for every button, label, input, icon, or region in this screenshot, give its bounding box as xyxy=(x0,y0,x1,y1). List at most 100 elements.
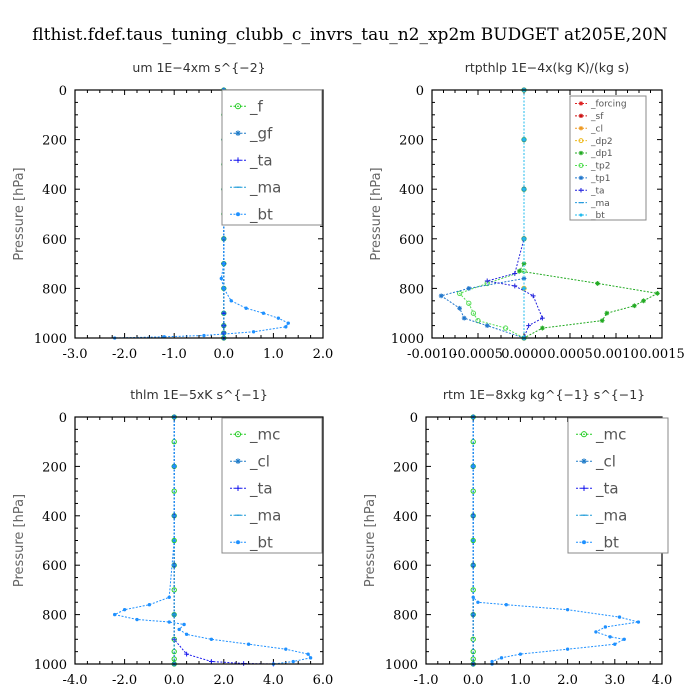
data-point xyxy=(484,323,490,328)
panel-title: um 1E−4xm s^{−2} xyxy=(132,60,265,75)
axis-ticks: -3.0 -2.0 -1.0 0.0 1.0 2.0 0 200 400 600 800 1000 xyxy=(34,84,333,362)
data-point xyxy=(540,315,545,321)
x-tick-label: 1.0 xyxy=(263,347,284,362)
legend-label: _f xyxy=(249,97,264,116)
legend-marker xyxy=(234,431,242,438)
data-point xyxy=(512,271,518,276)
data-point xyxy=(655,290,660,296)
series-line xyxy=(458,90,525,339)
legend-box xyxy=(221,89,323,226)
legend-marker xyxy=(578,138,584,144)
legend: _mc _cl _ta _ma _bt xyxy=(567,417,669,554)
legend-label: _cl xyxy=(595,452,616,471)
panel-title: thlm 1E−5xK s^{−1} xyxy=(130,387,268,402)
data-point xyxy=(613,642,617,646)
legend-box xyxy=(221,417,323,554)
series-line xyxy=(487,90,544,339)
data-point xyxy=(177,627,181,632)
legend-label: _ta xyxy=(249,479,273,498)
data-point xyxy=(135,617,139,622)
series-tp1 xyxy=(438,87,527,341)
data-point xyxy=(457,305,462,311)
legend: _forcing _sf _cl _dp2 _dp1 _tp2 _tp1 _ta _ma _bt xyxy=(569,95,647,221)
legend-marker xyxy=(580,431,588,438)
panel-3: thlm 1E−5xK s^{−1} Pressure [hPa] -4.0 -2.0… xyxy=(12,387,333,688)
x-tick-label: -2.0 xyxy=(112,673,137,688)
legend-marker xyxy=(582,540,586,545)
data-point xyxy=(517,268,522,274)
x-tick-label: -2.0 xyxy=(112,347,137,362)
y-tick-label: 0 xyxy=(59,84,67,99)
data-point xyxy=(438,293,444,299)
data-point xyxy=(641,298,646,304)
data-point xyxy=(202,333,206,338)
legend-marker xyxy=(581,485,587,491)
x-tick-label: 2.0 xyxy=(213,673,234,688)
data-point xyxy=(522,137,526,142)
legend-box xyxy=(567,417,669,554)
series-line xyxy=(440,90,525,339)
data-point xyxy=(471,538,475,543)
legend-marker xyxy=(579,213,583,217)
data-point xyxy=(461,315,467,321)
y-tick-label: 800 xyxy=(42,282,67,297)
data-point xyxy=(147,603,152,607)
y-tick-label: 1000 xyxy=(385,658,418,673)
data-point xyxy=(284,647,288,651)
data-point xyxy=(219,276,224,281)
legend-marker xyxy=(578,162,584,168)
legend-box xyxy=(569,95,647,221)
data-point xyxy=(522,187,526,191)
series-tp2 xyxy=(456,87,527,341)
data-point xyxy=(222,286,226,291)
x-tick-label: -0.0010 xyxy=(407,347,457,362)
y-tick-label: 0 xyxy=(410,411,418,426)
data-point xyxy=(276,316,281,320)
legend-marker xyxy=(235,458,241,464)
data-point xyxy=(608,635,612,639)
data-point xyxy=(244,306,248,310)
data-point xyxy=(209,659,214,664)
y-tick-label: 0 xyxy=(59,411,67,426)
y-tick-label: 200 xyxy=(393,460,418,475)
data-point xyxy=(522,286,526,291)
x-tick-label: -0.0005 xyxy=(453,347,503,362)
legend-marker xyxy=(578,101,584,106)
y-tick-label: 0 xyxy=(416,84,424,99)
data-point xyxy=(599,318,605,324)
data-point xyxy=(632,303,637,309)
legend-label: _bt xyxy=(595,533,619,552)
data-point xyxy=(171,537,177,544)
data-point xyxy=(306,652,310,656)
legend-marker xyxy=(578,150,584,156)
legend-marker xyxy=(235,157,241,163)
data-point xyxy=(530,293,536,299)
y-tick-label: 600 xyxy=(42,233,67,248)
data-point xyxy=(475,317,481,324)
data-point xyxy=(499,656,504,660)
data-point xyxy=(565,647,570,651)
plot-frame xyxy=(74,89,324,339)
data-point xyxy=(470,310,477,316)
panel-1: um 1E−4xm s^{−2} Pressure [hPa] -3.0 -2.0 -1… xyxy=(12,60,333,362)
x-tick-label: 4.0 xyxy=(263,673,284,688)
data-point xyxy=(522,237,526,241)
x-tick-label: 0.0 xyxy=(463,673,484,688)
panel-4: rtm 1E−8xkg kg^{−1} s^{−1} Pressure [hPa]… xyxy=(363,387,672,688)
panel-title: rtpthlp 1E−4x(kg K)/(kg s) xyxy=(465,60,630,75)
data-point xyxy=(476,600,480,604)
legend-label: _ma xyxy=(590,199,610,209)
x-tick-label: 6.0 xyxy=(313,673,334,688)
data-point xyxy=(172,538,176,543)
data-point xyxy=(167,595,171,599)
legend-label: _dp1 xyxy=(590,149,613,159)
plot-frame xyxy=(74,416,324,665)
x-tick-label: 3.0 xyxy=(604,673,625,688)
y-tick-label: 1000 xyxy=(391,332,424,347)
legend-marker xyxy=(578,113,584,119)
data-point xyxy=(466,300,472,306)
y-tick-label: 400 xyxy=(399,183,424,198)
legend-label: _ma xyxy=(249,178,281,197)
y-tick-label: 800 xyxy=(393,609,418,624)
